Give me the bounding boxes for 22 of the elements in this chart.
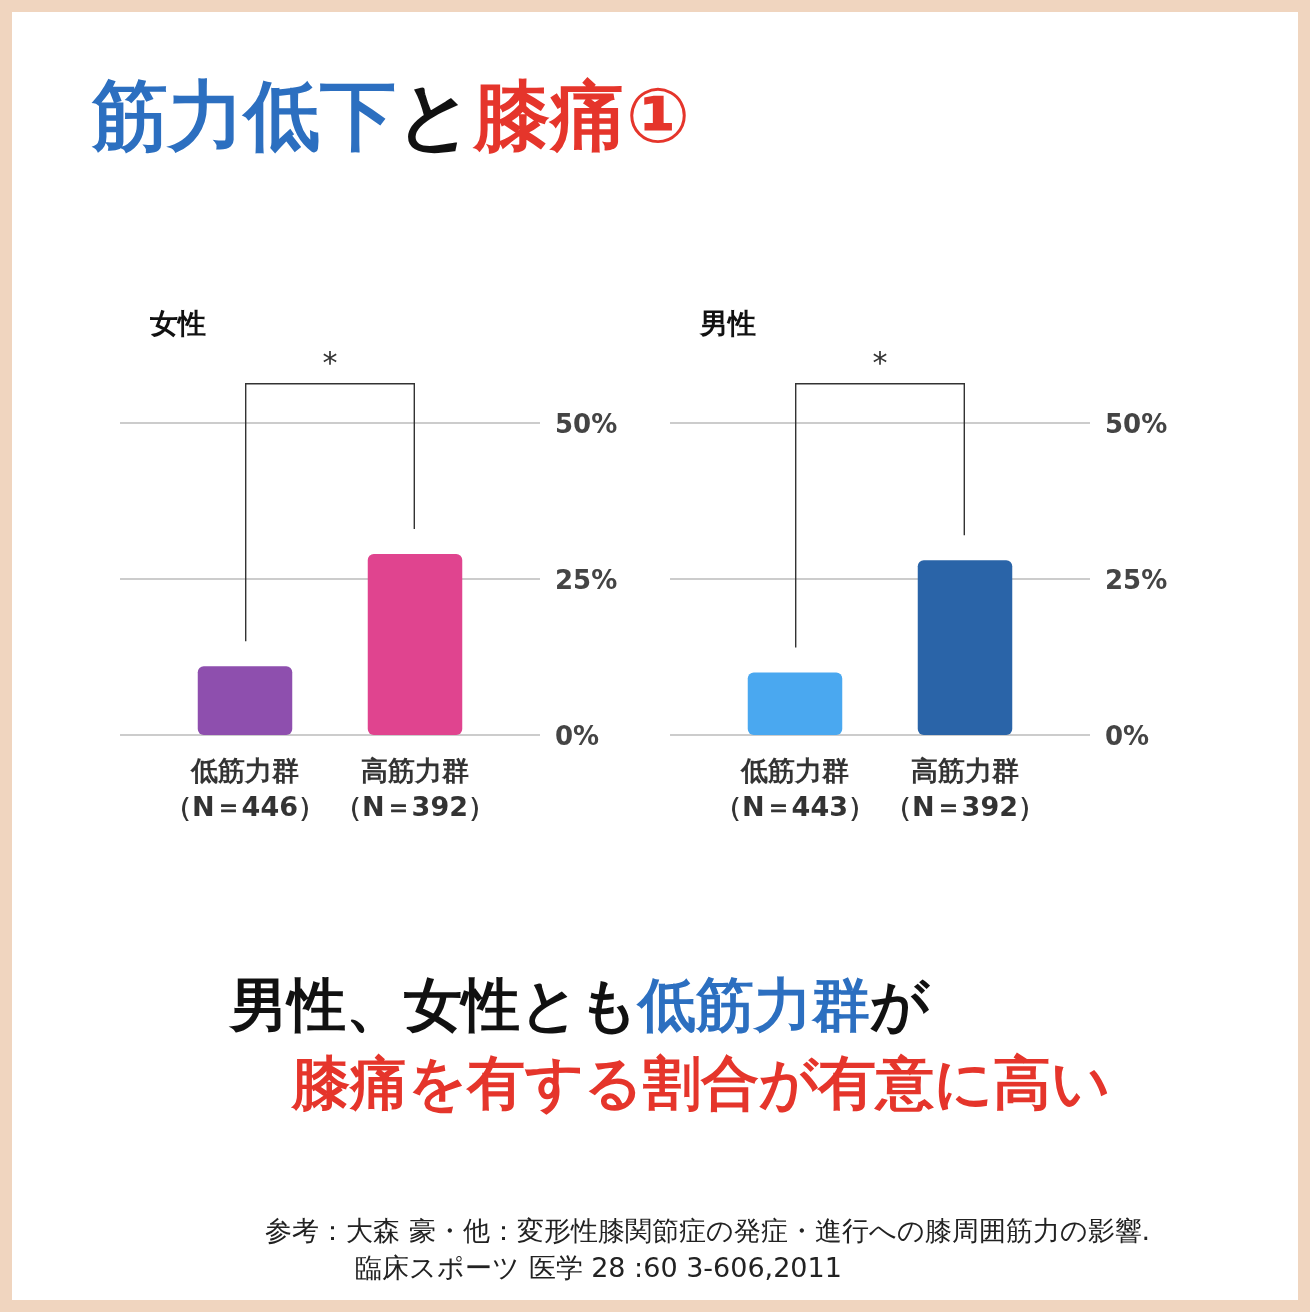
text: 参考：大森 豪・他：変形性膝関節症の発症・進行への膝周囲筋力の影響. (265, 1215, 1151, 1246)
x-tick-label: 高筋力群（N＝392） (885, 755, 1045, 822)
text: と (396, 71, 474, 160)
text: 臨床スポーツ 医学 28 :60 3-606,2011 (355, 1252, 842, 1283)
text: * (322, 345, 338, 380)
y-tick-label: 0% (555, 721, 600, 751)
y-tick-label: 25% (555, 565, 618, 595)
y-tick-label: 0% (1105, 721, 1150, 751)
text: が (870, 971, 931, 1039)
chart-title: 男性 (699, 307, 756, 340)
x-tick-label: 低筋力群（N＝446） (165, 755, 325, 822)
text: 筋力低下 (91, 71, 396, 160)
y-tick-label: 25% (1105, 565, 1168, 595)
text: 低筋力群 (636, 971, 870, 1039)
text: 膝痛① (472, 71, 691, 160)
x-tick-label: 高筋力群（N＝392） (335, 755, 495, 822)
chart-title: 女性 (149, 307, 206, 340)
text: * (872, 345, 888, 380)
y-tick-label: 50% (555, 409, 618, 439)
x-tick-label: 低筋力群（N＝443） (715, 755, 875, 822)
text: 膝痛を有する割合が有意に高い (290, 1049, 1110, 1117)
y-tick-label: 50% (1105, 409, 1168, 439)
